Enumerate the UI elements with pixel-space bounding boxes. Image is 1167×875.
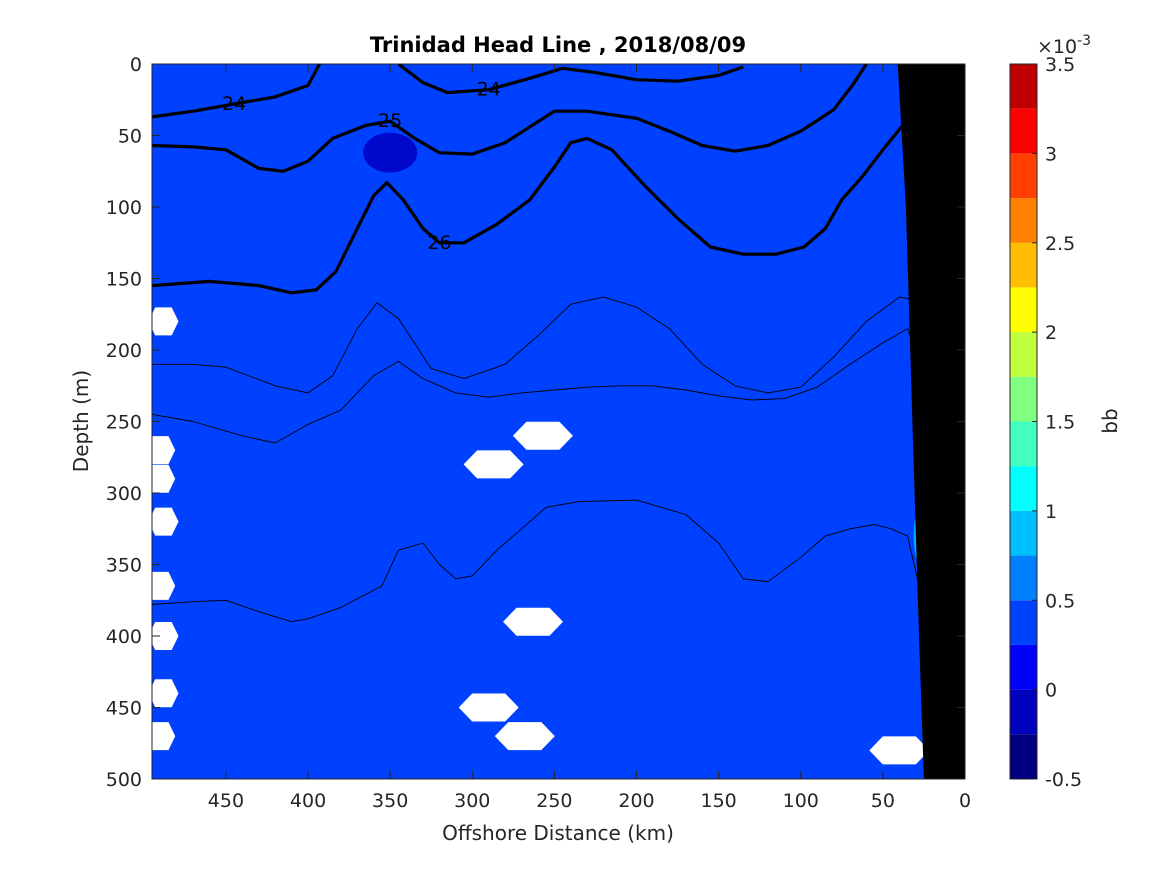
colorbar-swatch xyxy=(1010,153,1037,199)
isopycnal-line xyxy=(152,83,941,295)
x-tick-label: 450 xyxy=(208,790,244,812)
colorbar-swatch xyxy=(1010,108,1037,154)
colorbar-tick-label: 1 xyxy=(1045,501,1057,523)
colorbar-swatch xyxy=(1010,376,1037,422)
colorbar-tick-label: -0.5 xyxy=(1045,769,1082,791)
x-tick-label: 400 xyxy=(290,790,326,812)
colorbar-label: bb xyxy=(1098,408,1122,433)
isopycnal-line xyxy=(152,64,321,119)
colorbar-tick-label: 1.5 xyxy=(1045,412,1075,434)
colorbar-tick-label: 0.5 xyxy=(1045,590,1075,612)
y-axis-label: Depth (m) xyxy=(69,370,93,472)
anomaly-patch xyxy=(363,132,418,173)
colorbar-swatch xyxy=(1010,64,1037,109)
isopycnal-line xyxy=(397,64,744,95)
colorbar-tick-label: 3 xyxy=(1045,143,1057,165)
x-axis: 450 400 350 300 250 200 150 100 50 0 xyxy=(208,64,971,812)
no-data-patch xyxy=(152,679,179,708)
no-data-patch xyxy=(152,307,179,336)
colorbar-swatch xyxy=(1010,421,1037,467)
contour-label: 24 xyxy=(477,79,501,101)
seafloor-shelf xyxy=(897,64,965,779)
colorbar-tick-label: 0 xyxy=(1045,680,1057,702)
colorbar-swatch xyxy=(1010,287,1037,333)
isopycnal-line xyxy=(152,64,868,173)
isopycnal-line xyxy=(152,296,925,394)
plot-area xyxy=(152,64,965,779)
no-data-patch xyxy=(512,421,573,450)
y-tick-label: 450 xyxy=(106,698,142,720)
colorbar-swatch xyxy=(1010,555,1037,601)
y-tick-label: 50 xyxy=(118,126,142,148)
density-contours xyxy=(152,64,941,623)
x-tick-label: 0 xyxy=(959,790,971,812)
colorbar-tick-label: 2.5 xyxy=(1045,233,1075,255)
colorbar-swatch xyxy=(1010,198,1037,243)
colorbar-swatch xyxy=(1010,644,1037,690)
x-tick-label: 200 xyxy=(618,790,654,812)
y-tick-label: 500 xyxy=(106,769,142,791)
x-tick-label: 150 xyxy=(701,790,737,812)
x-axis-label: Offshore Distance (km) xyxy=(442,821,674,845)
contour-label: 26 xyxy=(427,232,451,254)
y-tick-label: 250 xyxy=(106,412,142,434)
y-tick-label: 300 xyxy=(106,483,142,505)
contour-label: 24 xyxy=(222,93,246,115)
contour-label: 25 xyxy=(378,110,402,132)
no-data-patch xyxy=(152,571,176,600)
y-tick-label: 0 xyxy=(130,54,142,76)
colorbar-swatch xyxy=(1010,600,1037,645)
background-fill xyxy=(152,64,965,779)
chart-title: Trinidad Head Line , 2018/08/09 xyxy=(370,33,746,57)
y-tick-label: 200 xyxy=(106,340,142,362)
colorbar-exponent: ×10-3 xyxy=(1037,33,1091,58)
no-data-patch xyxy=(503,607,563,636)
no-data-patch xyxy=(152,464,176,493)
y-tick-label: 350 xyxy=(106,555,142,577)
colorbar-swatch xyxy=(1010,734,1037,779)
no-data-regions xyxy=(152,307,930,765)
x-tick-label: 250 xyxy=(536,790,572,812)
y-tick-label: 400 xyxy=(106,626,142,648)
y-tick-label: 100 xyxy=(106,197,142,219)
x-tick-label: 300 xyxy=(454,790,490,812)
no-data-patch xyxy=(869,736,930,765)
colorbar-swatch xyxy=(1010,689,1037,735)
colorbar-tick-label: 3.5 xyxy=(1045,54,1075,76)
x-tick-label: 350 xyxy=(372,790,408,812)
no-data-patch xyxy=(152,507,179,536)
y-tick-label: 150 xyxy=(106,269,142,291)
x-tick-label: 100 xyxy=(783,790,819,812)
isopycnal-line xyxy=(152,499,922,623)
no-data-patch xyxy=(463,450,524,479)
colorbar-swatch xyxy=(1010,242,1037,288)
colorbar-swatch xyxy=(1010,466,1037,511)
no-data-patch xyxy=(152,436,176,465)
colorbar-swatch xyxy=(1010,332,1037,377)
colorbar-swatch xyxy=(1010,510,1037,556)
y-axis: 0 50 100 150 200 250 300 350 400 450 500 xyxy=(106,54,965,791)
no-data-patch xyxy=(494,722,555,751)
colorbar-tick-label: 2 xyxy=(1045,322,1057,344)
colorbar: -0.5 0 0.5 1 1.5 2 2.5 3 3.5 xyxy=(1009,54,1082,791)
x-tick-label: 50 xyxy=(871,790,895,812)
no-data-patch xyxy=(152,722,176,751)
contour-labels: 24 24 25 26 xyxy=(222,79,501,254)
no-data-patch xyxy=(152,622,179,650)
no-data-patch xyxy=(458,693,519,722)
isopycnal-line xyxy=(152,328,922,444)
